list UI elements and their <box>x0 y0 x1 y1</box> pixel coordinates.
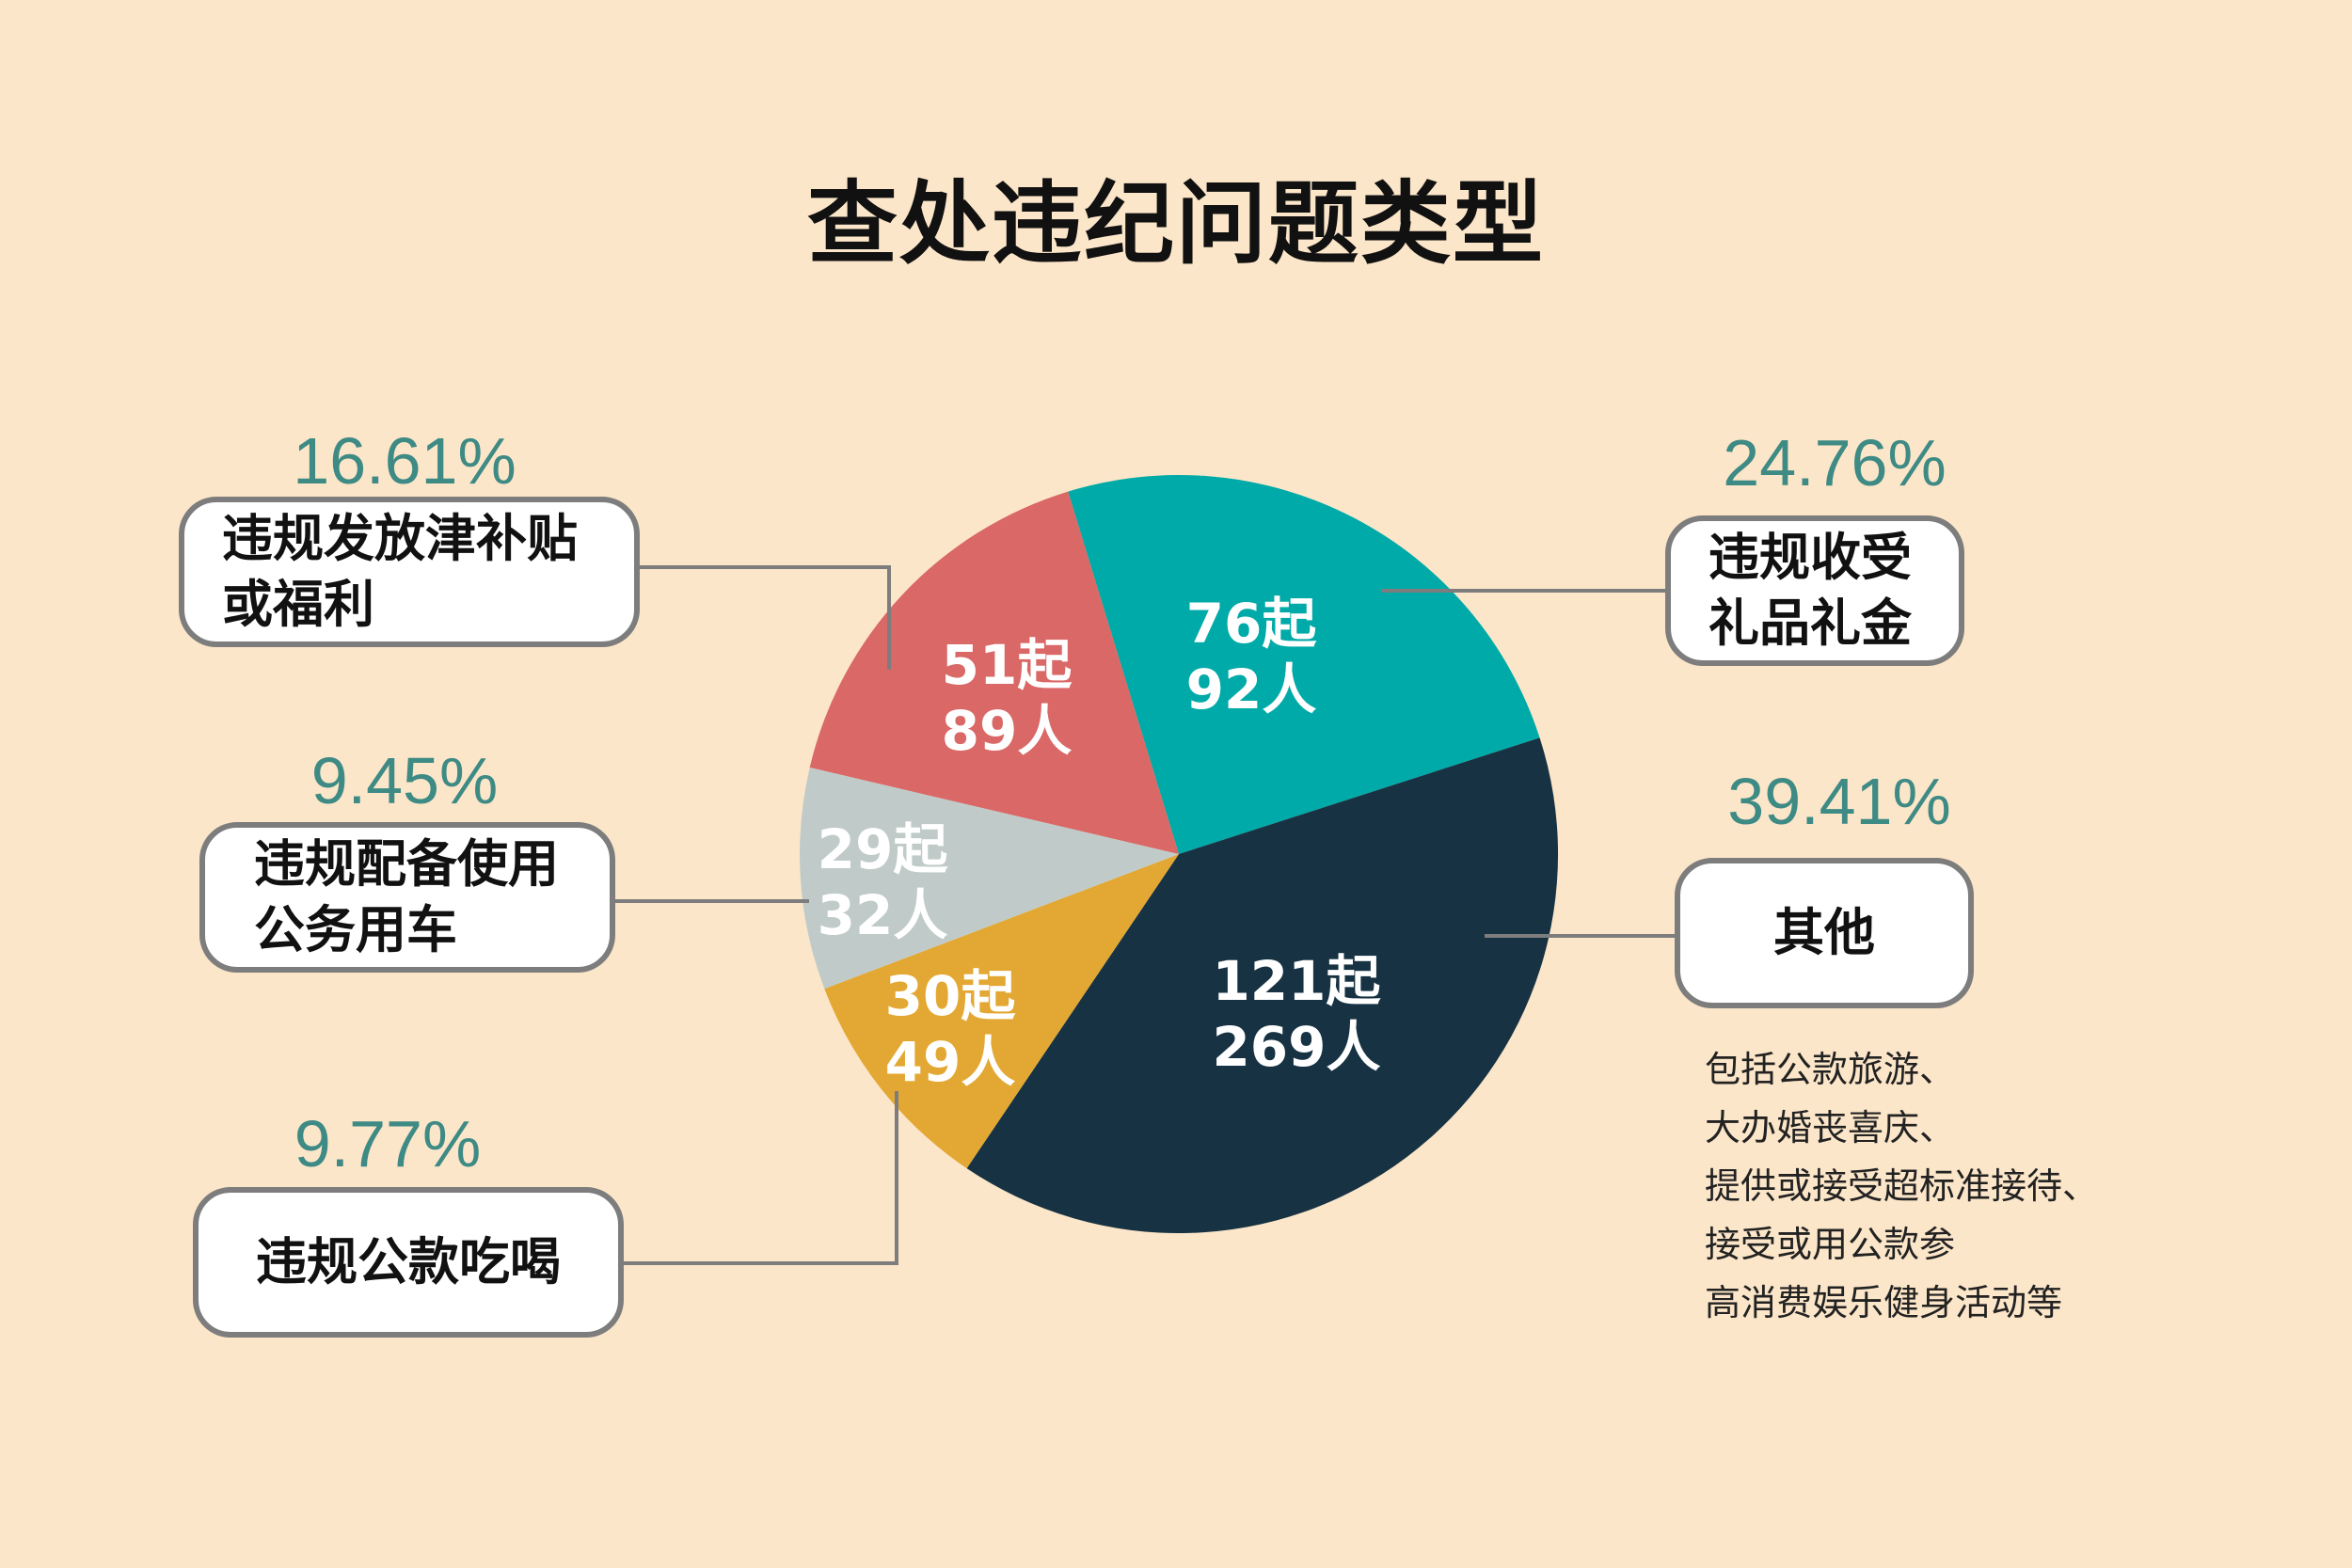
note-line: 包括公款旅游、 <box>1705 1049 1956 1090</box>
note-line: 接受或用公款参 <box>1705 1224 1956 1265</box>
pie-slice-gifts <box>1068 474 1540 854</box>
label-box-vehicle: 违规配备使用 公务用车 <box>199 822 615 973</box>
cases-vehicle: 29起 <box>817 817 948 881</box>
people-subsidy: 89人 <box>941 699 1073 763</box>
percent-other: 39.41% <box>1727 765 1951 838</box>
leader-line-subsidy <box>640 565 891 670</box>
pie-slice-other <box>966 737 1559 1234</box>
percent-gifts: 24.76% <box>1723 426 1947 499</box>
pie-slice-vehicle <box>800 767 1179 990</box>
slice-label-vehicle: 29起 32人 <box>741 816 1024 948</box>
cases-other: 121起 <box>1212 949 1381 1013</box>
label-dining: 违规公款吃喝 <box>256 1231 561 1291</box>
people-dining: 49人 <box>884 1030 1016 1094</box>
label-box-dining: 违规公款吃喝 <box>193 1187 624 1338</box>
cases-dining: 30起 <box>884 964 1016 1028</box>
pie-slice-dining <box>824 854 1179 1169</box>
other-note: 包括公款旅游、 大办婚丧喜庆、 提供或接受超标准接待、 接受或用公款参 高消费娱… <box>1705 1040 2098 1332</box>
slice-label-subsidy: 51起 89人 <box>866 632 1148 764</box>
label-subsidy: 违规发放津补贴 或福利 <box>222 508 578 634</box>
slice-label-other: 121起 269人 <box>1155 948 1438 1080</box>
label-box-gifts: 违规收受 礼品礼金 <box>1665 515 1964 666</box>
percent-dining: 9.77% <box>294 1107 482 1180</box>
leader-line-dining <box>624 1091 898 1265</box>
chart-title: 查处违纪问题类型 <box>807 171 1545 277</box>
label-gifts: 违规收受 礼品礼金 <box>1708 527 1912 653</box>
slice-label-dining: 30起 49人 <box>809 963 1091 1095</box>
note-line: 大办婚丧喜庆、 <box>1705 1107 1956 1148</box>
label-box-subsidy: 违规发放津补贴 或福利 <box>179 497 640 647</box>
label-box-other: 其他 <box>1675 858 1974 1008</box>
label-other: 其他 <box>1773 902 1875 962</box>
percent-vehicle: 9.45% <box>310 744 499 817</box>
cases-subsidy: 51起 <box>941 633 1073 697</box>
note-line: 高消费娱乐健身活动等 <box>1705 1282 2063 1323</box>
label-vehicle: 违规配备使用 公务用车 <box>254 833 559 959</box>
slice-label-gifts: 76起 92人 <box>1110 591 1392 722</box>
percent-subsidy: 16.61% <box>293 424 516 498</box>
note-line: 提供或接受超标准接待、 <box>1705 1165 2099 1207</box>
people-other: 269人 <box>1212 1015 1381 1079</box>
cases-gifts: 76起 <box>1185 592 1317 656</box>
people-gifts: 92人 <box>1185 657 1317 721</box>
pie-slice-subsidy <box>809 491 1179 854</box>
people-vehicle: 32人 <box>817 883 948 947</box>
